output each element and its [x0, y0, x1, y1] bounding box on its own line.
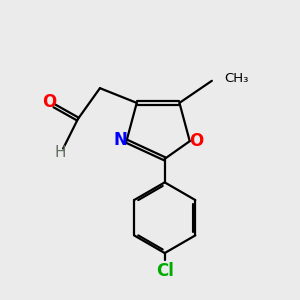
Text: Cl: Cl — [156, 262, 174, 280]
Text: N: N — [113, 131, 127, 149]
Text: CH₃: CH₃ — [224, 72, 249, 85]
Text: H: H — [54, 146, 66, 160]
Text: O: O — [42, 93, 56, 111]
Text: O: O — [189, 132, 203, 150]
